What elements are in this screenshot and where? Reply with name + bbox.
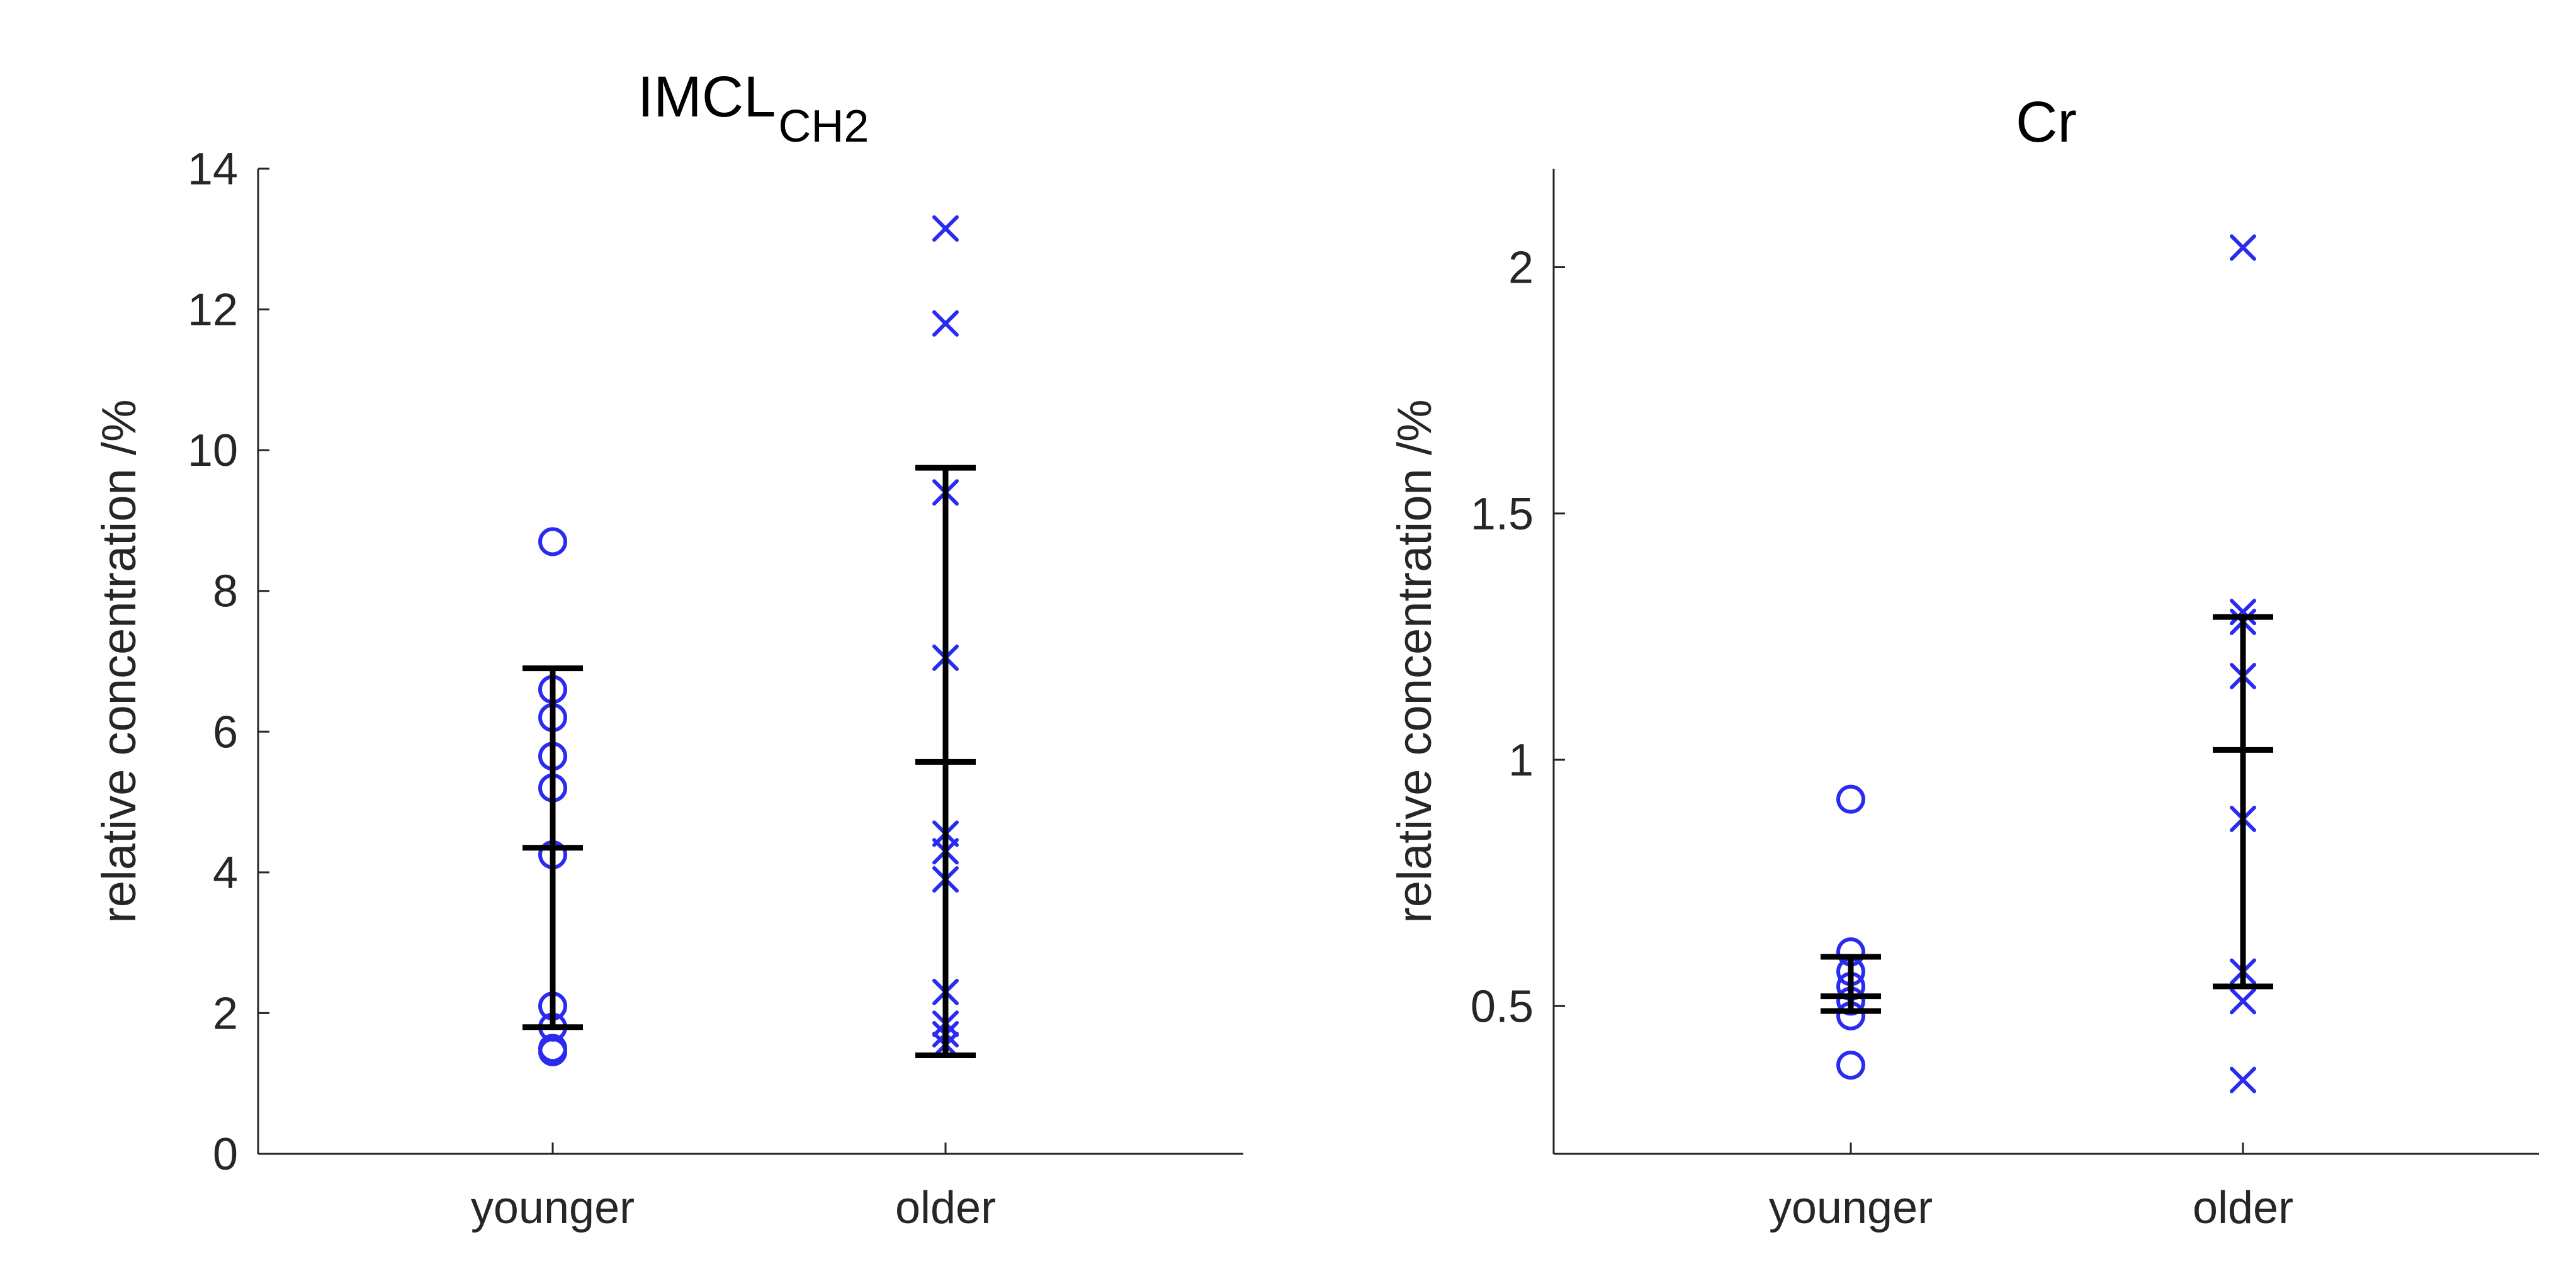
chart-2-point-older xyxy=(2230,234,2256,261)
chart-1-y-tick-label: 0 xyxy=(213,1129,238,1180)
chart-2-point-younger xyxy=(1836,1051,1865,1080)
chart-1-y-tick-label: 12 xyxy=(188,285,238,336)
chart-2-title: Cr xyxy=(2016,90,2077,154)
chart-2-y-tick-label: 1.5 xyxy=(1471,489,1534,539)
chart-1-point-older xyxy=(932,215,959,242)
chart-1-y-tick-label: 10 xyxy=(188,426,238,476)
chart-1-y-tick-label: 8 xyxy=(213,567,238,617)
chart-1-title-subscript: CH2 xyxy=(778,101,869,152)
chart-1-y-axis-label: relative concentration /% xyxy=(93,399,146,923)
chart-2-y-tick-label: 2 xyxy=(1508,243,1534,293)
chart-1-y-tick-label: 14 xyxy=(188,144,238,195)
chart-1-y-tick-label: 6 xyxy=(213,707,238,757)
chart-2-y-axis-label: relative concentration /% xyxy=(1388,399,1442,923)
chart-1-x-tick-label: younger xyxy=(471,1183,635,1233)
chart-1-title: IMCL xyxy=(638,65,776,129)
chart-1-y-tick-label: 2 xyxy=(213,988,238,1039)
chart-1-point-younger xyxy=(538,527,567,556)
chart-2-y-tick-label: 0.5 xyxy=(1471,981,1534,1032)
chart-2-point-older xyxy=(2230,988,2256,1015)
chart-2-y-tick-label: 1 xyxy=(1508,735,1534,786)
chart-2-point-younger xyxy=(1836,784,1865,814)
chart-1-x-tick-label: older xyxy=(895,1183,996,1233)
chart-2-x-tick-label: younger xyxy=(1769,1183,1933,1233)
chart-2-point-older xyxy=(2230,1066,2256,1093)
chart-1-point-older xyxy=(932,310,959,337)
chart-2-x-tick-label: older xyxy=(2193,1183,2293,1233)
chart-1-y-tick-label: 4 xyxy=(213,848,238,898)
chart-1-point-younger xyxy=(538,1037,567,1066)
